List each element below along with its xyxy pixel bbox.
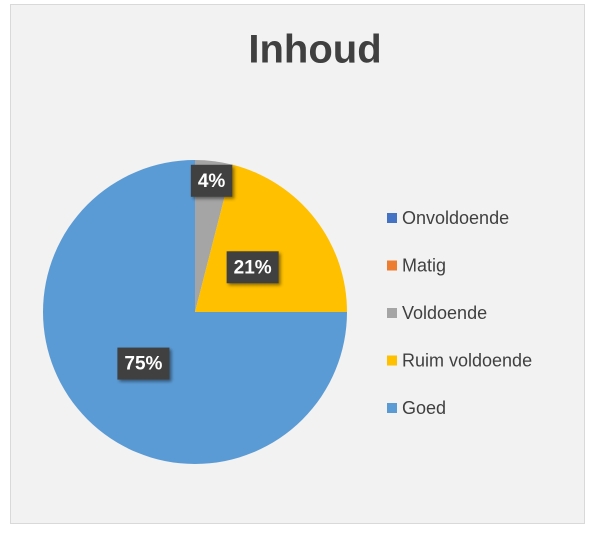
legend-swatch <box>387 403 397 413</box>
chart-title: Inhoud <box>248 28 381 72</box>
legend-label: Goed <box>402 398 446 418</box>
legend-label: Ruim voldoende <box>402 350 532 370</box>
legend-swatch <box>387 308 397 318</box>
data-label-text: 4% <box>198 171 226 192</box>
legend-label: Onvoldoende <box>402 208 509 228</box>
data-label: 21% <box>226 251 279 284</box>
data-label-text: 75% <box>124 354 162 375</box>
legend-swatch <box>387 213 397 223</box>
data-label-box <box>190 164 233 197</box>
data-label-box <box>226 251 279 284</box>
legend-label: Matig <box>402 255 446 275</box>
data-label: 4% <box>190 164 233 197</box>
data-label: 75% <box>117 347 170 380</box>
data-label-text: 21% <box>234 257 272 278</box>
legend-swatch <box>387 355 397 366</box>
legend-label: Voldoende <box>402 303 487 323</box>
pie-slice <box>195 160 233 312</box>
legend-swatch <box>387 260 397 271</box>
data-label-box <box>117 347 170 380</box>
pie-slice <box>43 160 347 464</box>
